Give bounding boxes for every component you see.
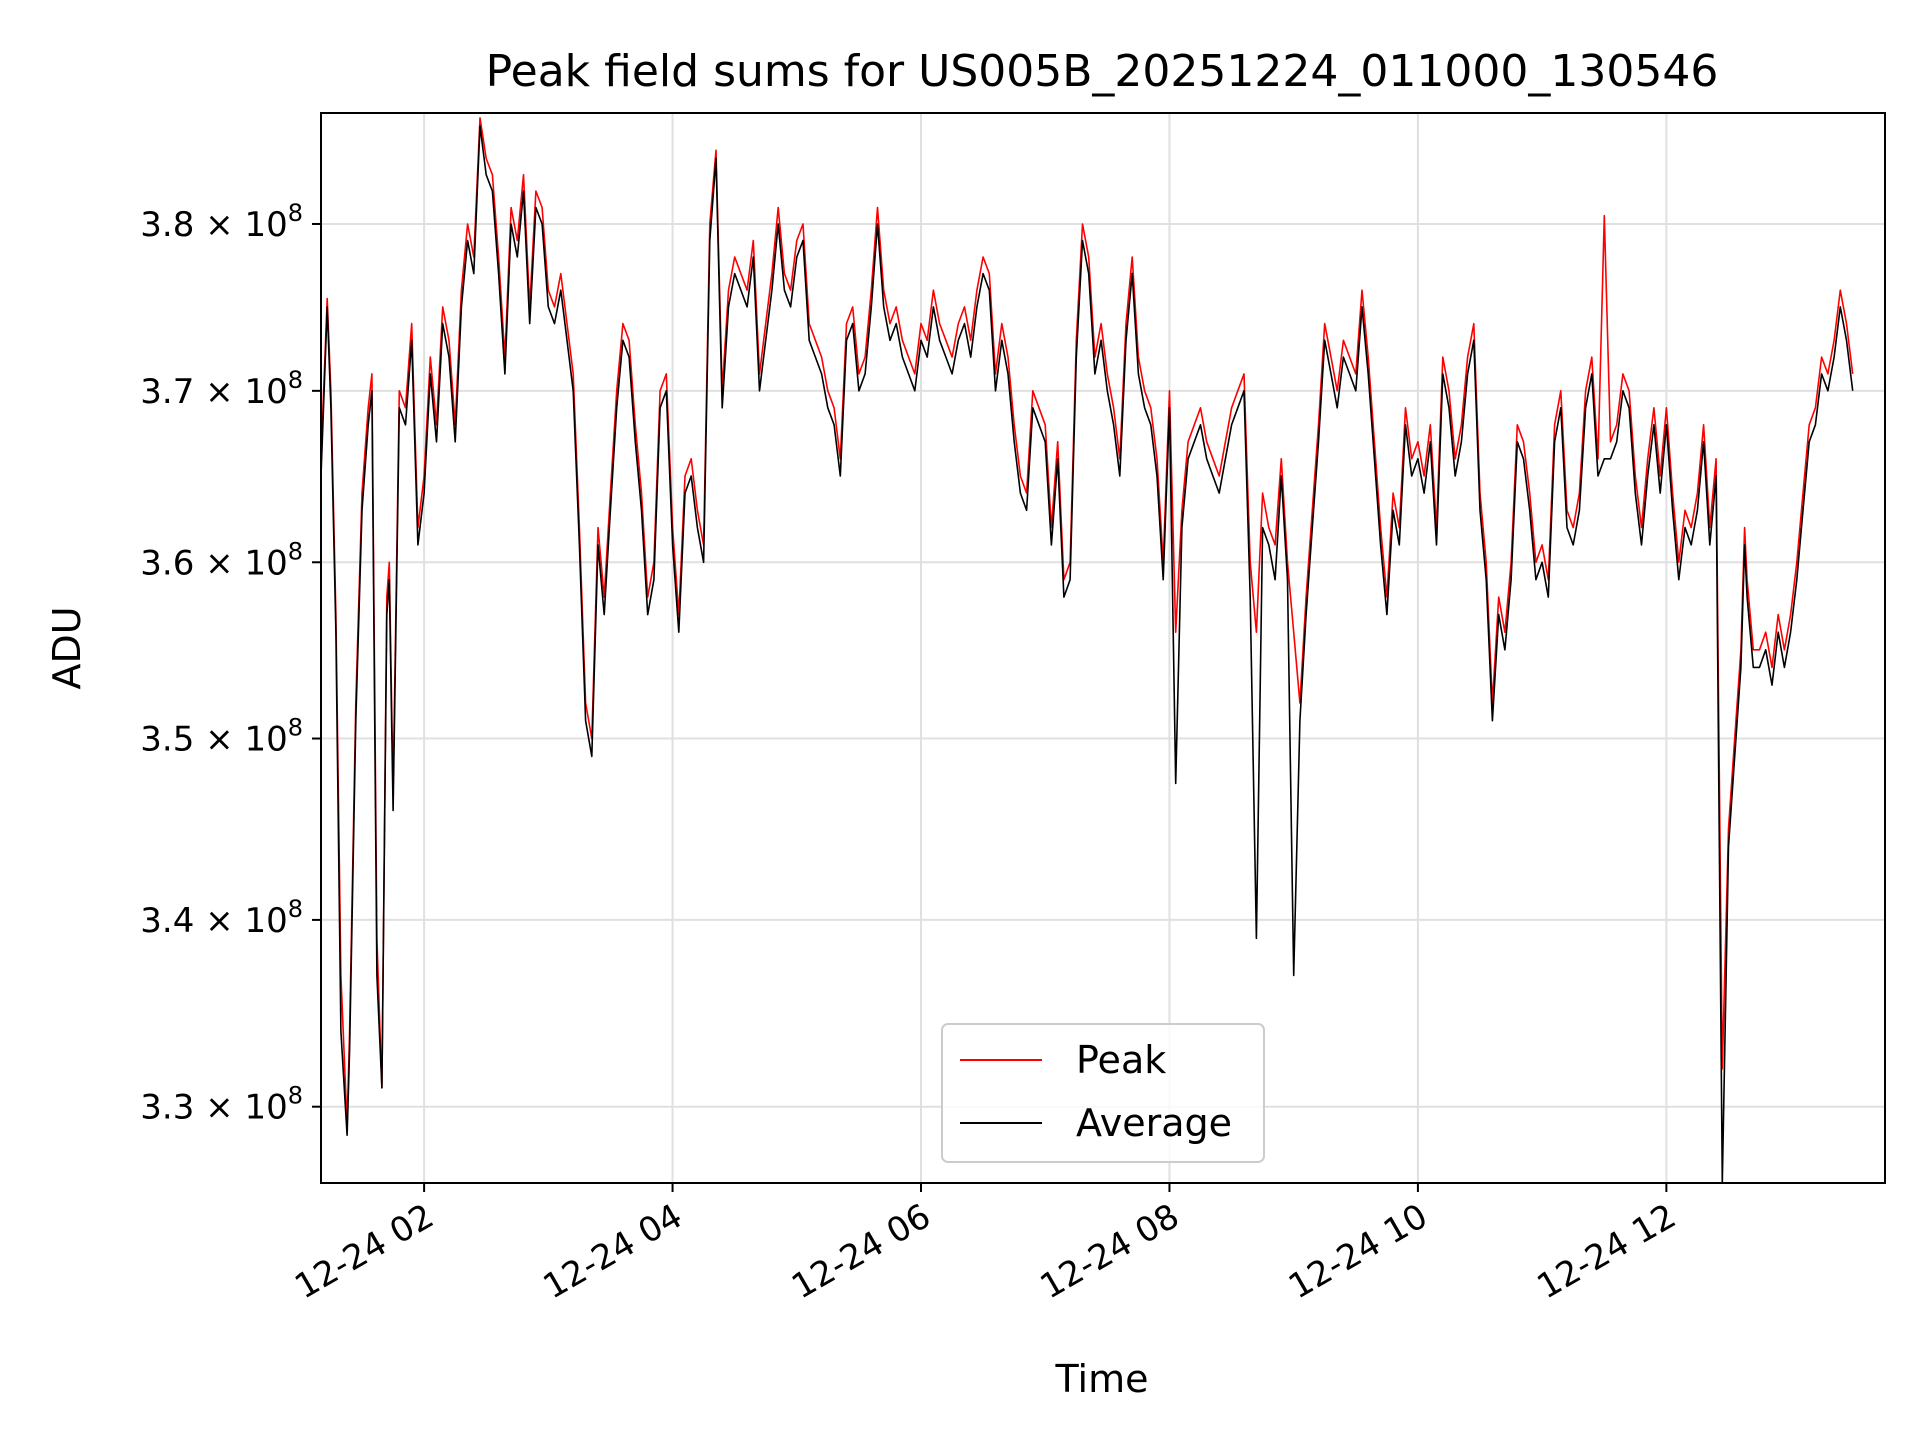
legend-box (941, 1023, 1265, 1163)
y-axis: 3.3 × 108 3.4 × 108 3.5 × 108 3.6 × 108 3.7 … (140, 199, 321, 1128)
series-layer (321, 117, 1854, 1183)
legend: Peak Average (941, 1023, 1265, 1163)
x-axis-label: Time (1055, 1357, 1149, 1401)
legend-average-label: Average (1076, 1101, 1232, 1145)
y-tick-label: 3.6 × 108 (140, 537, 303, 583)
legend-peak-label: Peak (1076, 1038, 1166, 1082)
plot-area-frame (320, 112, 1886, 1184)
y-tick-label: 3.8 × 108 (140, 199, 303, 245)
y-tick-label: 3.7 × 108 (140, 366, 303, 412)
series-line-peak (321, 117, 1854, 1127)
y-tick-label: 3.5 × 108 (140, 714, 303, 760)
y-tick-label: 3.4 × 108 (140, 895, 303, 941)
grid (321, 113, 1885, 1183)
chart-title: Peak field sums for US005B_20251224_0110… (486, 46, 1719, 97)
series-line-average (321, 125, 1854, 1183)
y-tick-label: 3.3 × 108 (140, 1082, 303, 1128)
y-axis-label: ADU (45, 606, 89, 689)
